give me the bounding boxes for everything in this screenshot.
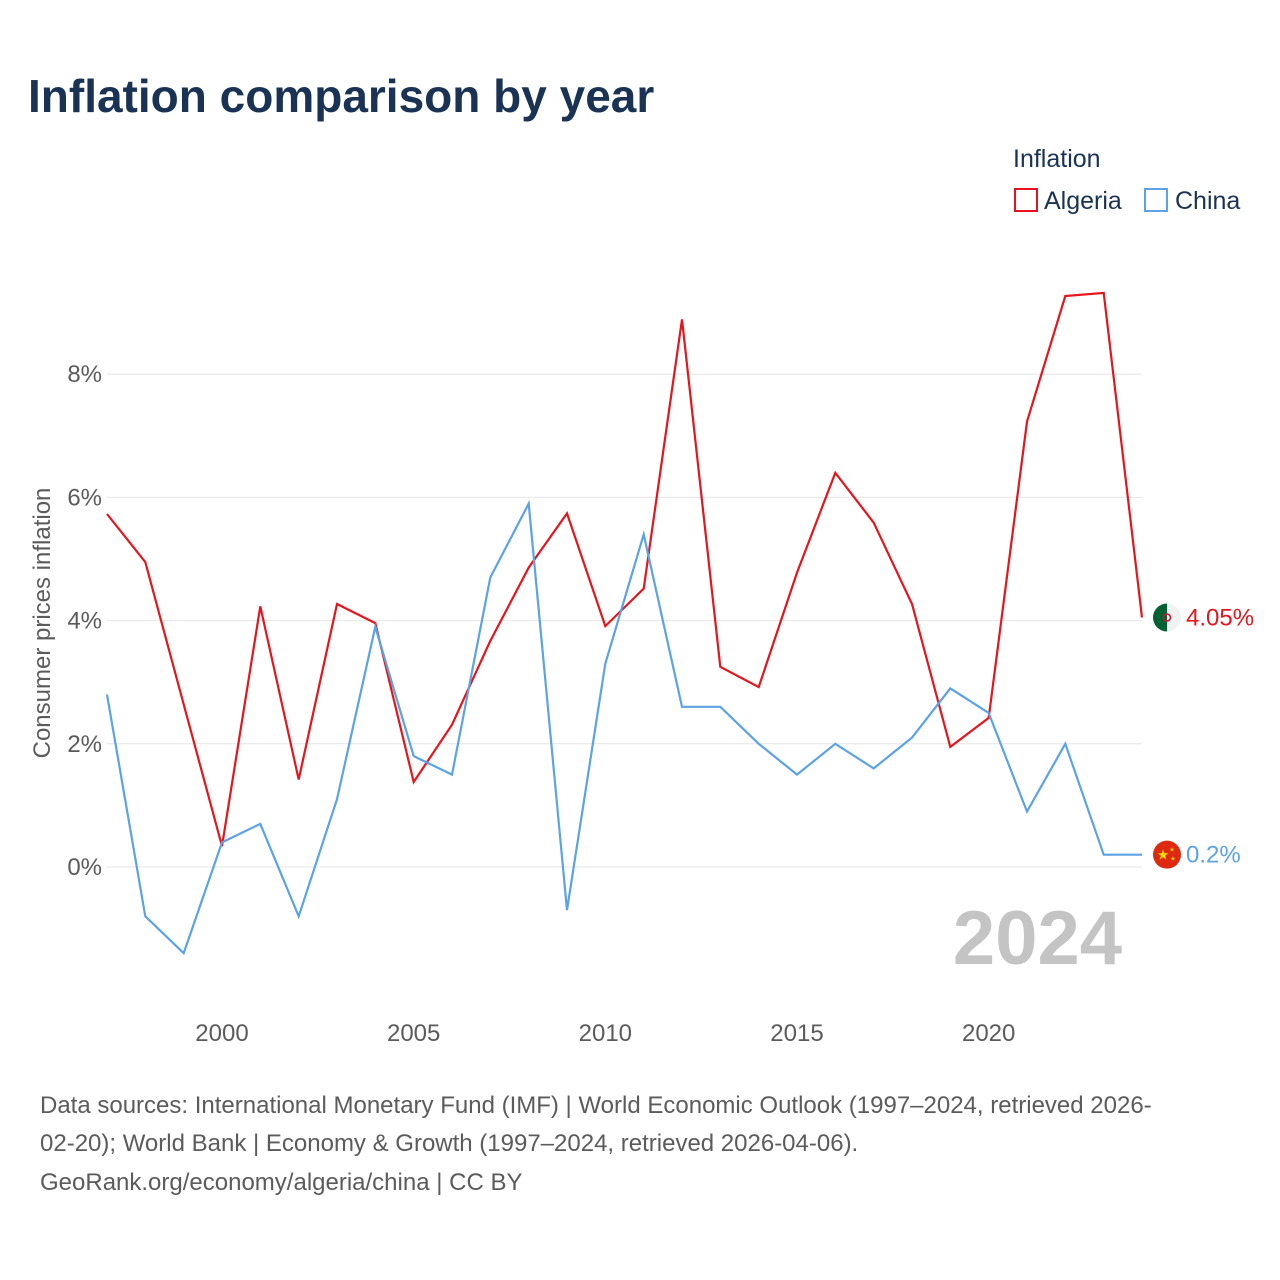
end-label-china: 0.2% xyxy=(1186,842,1241,869)
x-tick-label: 2000 xyxy=(195,1020,248,1047)
legend-label-china: China xyxy=(1175,187,1240,215)
x-axis-ticks: 2000 2005 2010 2015 2020 xyxy=(195,1020,1015,1047)
legend-item-algeria[interactable]: Algeria xyxy=(1014,187,1122,215)
y-tick-label: 8% xyxy=(67,361,102,388)
source-line-1: Data sources: International Monetary Fun… xyxy=(40,1092,1152,1119)
series-line-china[interactable] xyxy=(105,499,1142,956)
x-tick-label: 2020 xyxy=(962,1020,1015,1047)
y-axis-label: Consumer prices inflation xyxy=(29,488,56,759)
y-tick-label: 0% xyxy=(67,854,102,881)
series-line-algeria[interactable] xyxy=(106,291,1144,847)
legend-title: Inflation xyxy=(1013,145,1101,173)
chart-title: Inflation comparison by year xyxy=(28,70,654,122)
current-year-watermark: 2024 xyxy=(953,896,1122,981)
legend-item-china[interactable]: China xyxy=(1144,187,1240,215)
y-tick-label: 6% xyxy=(67,484,102,511)
legend-swatch-china xyxy=(1144,188,1168,212)
algeria-flag-icon xyxy=(1153,603,1181,632)
china-flag-icon: ★ ★ ★ xyxy=(1153,840,1181,869)
source-line-2: 02-20); World Bank | Economy & Growth (1… xyxy=(40,1130,858,1157)
source-link[interactable]: GeoRank.org/economy/algeria/china | CC B… xyxy=(40,1169,522,1196)
grid xyxy=(107,373,1142,868)
legend-label-algeria: Algeria xyxy=(1044,187,1122,215)
x-tick-label: 2015 xyxy=(770,1020,823,1047)
x-tick-label: 2005 xyxy=(387,1020,440,1047)
svg-text:★: ★ xyxy=(1170,856,1175,863)
svg-text:★: ★ xyxy=(1169,847,1174,854)
y-tick-label: 2% xyxy=(67,731,102,758)
svg-text:★: ★ xyxy=(1157,847,1170,863)
series xyxy=(105,291,1144,956)
x-tick-label: 2010 xyxy=(579,1020,632,1047)
end-label-algeria: 4.05% xyxy=(1186,605,1254,632)
y-tick-label: 4% xyxy=(67,608,102,635)
legend-swatch-algeria xyxy=(1014,188,1038,212)
y-axis-ticks: 0% 2% 4% 6% 8% xyxy=(67,361,102,881)
